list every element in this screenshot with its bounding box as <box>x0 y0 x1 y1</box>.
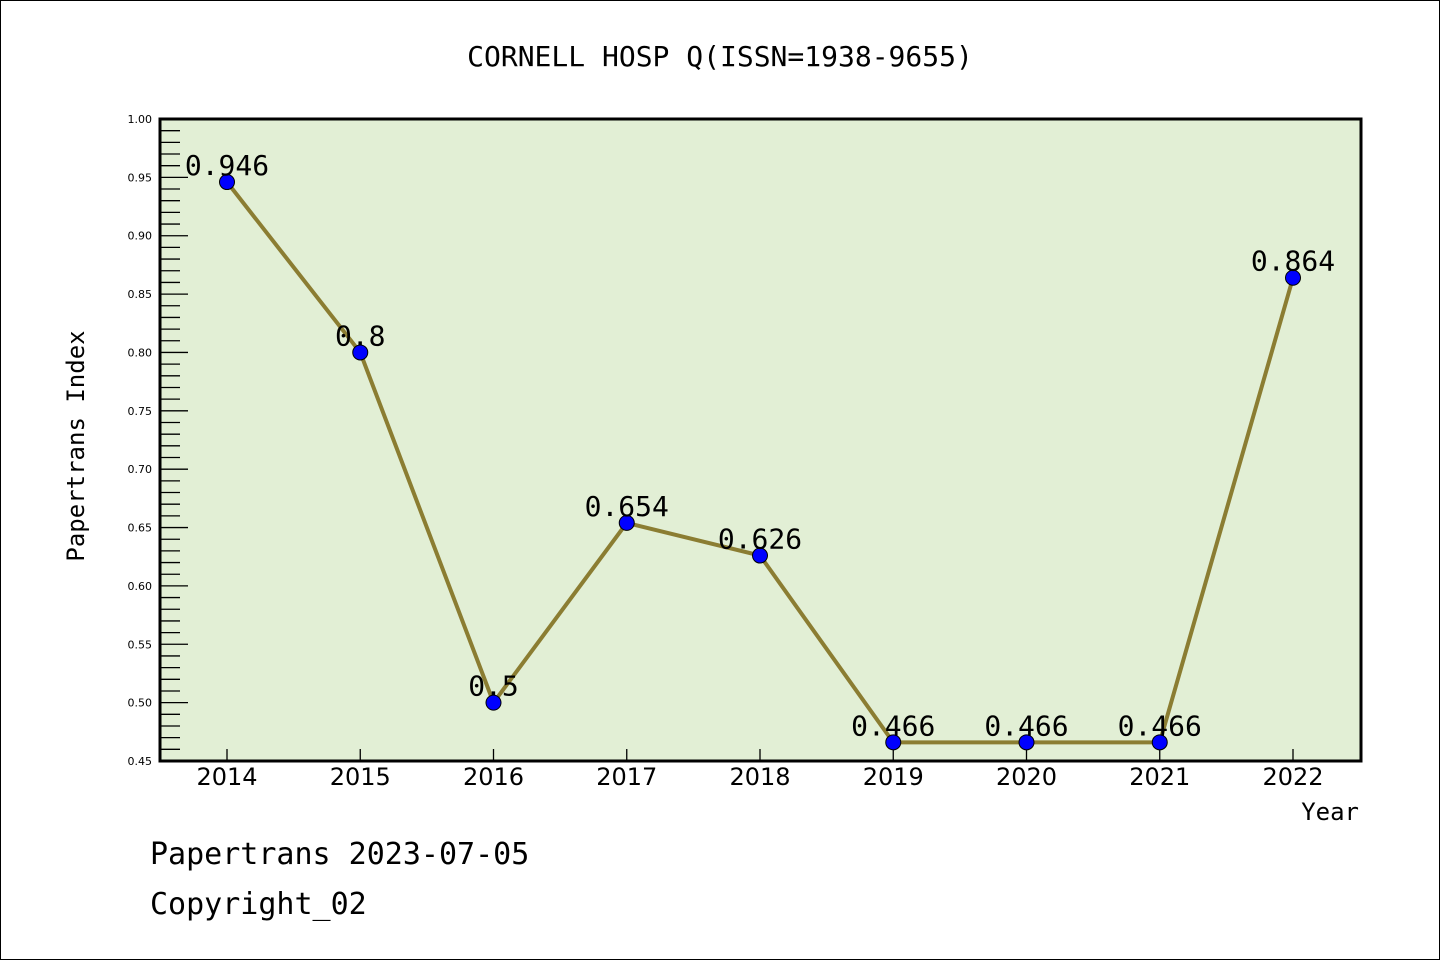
data-point <box>1151 734 1168 751</box>
plot-area <box>160 119 1361 761</box>
data-point <box>1018 734 1035 751</box>
data-point <box>752 547 768 564</box>
y-tick-label: 0.65 <box>128 522 153 535</box>
footer-copyright: Copyright_02 <box>150 887 367 922</box>
data-label: 0.8 <box>335 319 386 352</box>
y-tick-label: 0.95 <box>128 171 153 184</box>
data-label: 0.466 <box>1118 709 1202 742</box>
x-tick-label: 2018 <box>729 763 790 791</box>
data-point <box>618 514 635 531</box>
data-point <box>885 734 902 751</box>
data-point <box>1285 269 1301 286</box>
footer-date: Papertrans 2023-07-05 <box>150 837 529 872</box>
data-label: 0.626 <box>718 523 802 556</box>
plot-frame <box>158 117 1363 763</box>
data-label: 0.864 <box>1251 245 1335 278</box>
data-point <box>219 174 235 191</box>
y-tick-label: 0.60 <box>128 580 153 593</box>
x-axis-label: Year <box>1301 798 1359 826</box>
x-tick-label: 2014 <box>196 763 257 791</box>
y-tick-label: 0.45 <box>128 755 153 768</box>
y-tick-label: 0.50 <box>128 697 153 710</box>
x-tick-label: 2015 <box>330 763 391 791</box>
chart-title: CORNELL HOSP Q(ISSN=1938-9655) <box>467 40 973 73</box>
y-axis-label: Papertrans Index <box>62 330 90 561</box>
x-tick-label: 2016 <box>463 763 524 791</box>
x-tick-label: 2017 <box>596 763 657 791</box>
y-tick-label: 0.70 <box>128 463 153 476</box>
data-label: 0.466 <box>851 709 935 742</box>
x-tick-label: 2021 <box>1129 763 1190 791</box>
x-tick-label: 2019 <box>863 763 924 791</box>
data-label: 0.654 <box>585 490 669 523</box>
y-tick-label: 0.85 <box>128 288 153 301</box>
y-tick-label: 1.00 <box>128 113 153 126</box>
data-label: 0.5 <box>468 670 519 703</box>
x-tick-label: 2022 <box>1262 763 1323 791</box>
x-tick-label: 2020 <box>996 763 1057 791</box>
y-tick-label: 0.90 <box>128 230 153 243</box>
y-tick-label: 0.55 <box>128 638 153 651</box>
data-point <box>352 344 369 361</box>
y-tick-label: 0.75 <box>128 405 153 418</box>
data-point <box>485 694 502 711</box>
y-tick-label: 0.80 <box>128 346 153 359</box>
data-label: 0.466 <box>984 709 1068 742</box>
data-label: 0.946 <box>185 149 269 182</box>
